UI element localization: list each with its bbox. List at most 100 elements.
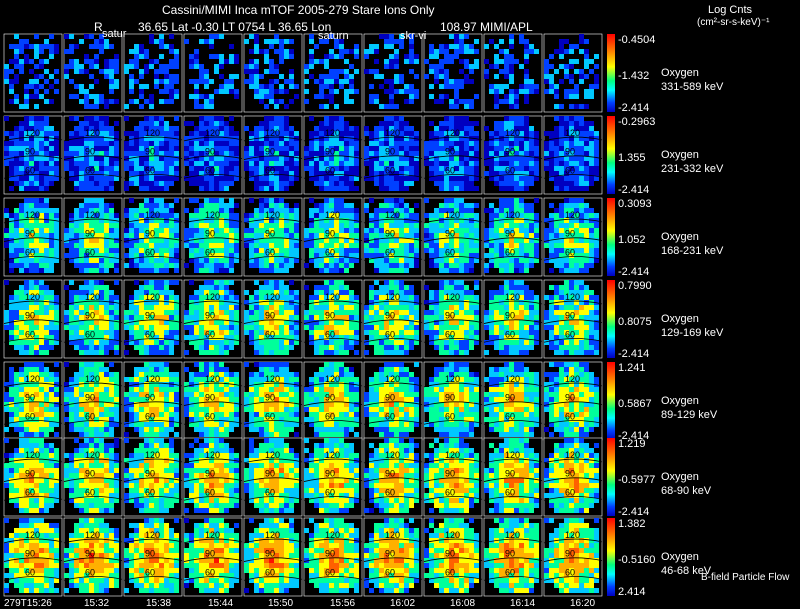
- pitch-angle-label: 60: [445, 165, 455, 175]
- pitch-angle-label: 120: [565, 128, 580, 138]
- pitch-angle-contour: [243, 256, 303, 261]
- pitch-angle-contour: [543, 136, 603, 142]
- pitch-angle-label: 90: [325, 469, 335, 479]
- spectrogram-panel: 120 90 60: [123, 115, 183, 195]
- pitch-angle-contour: [303, 256, 363, 261]
- pitch-angle-contour: [423, 382, 483, 388]
- pitch-angle-label: 90: [25, 229, 35, 239]
- pitch-angle-label: 120: [205, 530, 220, 540]
- pitch-angle-label: 60: [385, 247, 395, 257]
- pitch-angle-label: 90: [25, 469, 35, 479]
- pitch-angle-contour: [63, 136, 123, 142]
- pitch-angle-contour: [543, 496, 603, 501]
- pitch-angle-label: 120: [505, 128, 520, 138]
- pitch-angle-label: 120: [325, 210, 340, 220]
- units-title: Log Cnts: [708, 4, 753, 16]
- pitch-angle-contour: [423, 256, 483, 261]
- pitch-angle-contour: [243, 237, 303, 242]
- pitch-angle-contour: [3, 218, 63, 224]
- pitch-angle-contour: [243, 319, 303, 324]
- pitch-angle-label: 60: [25, 487, 35, 497]
- pitch-angle-label: 60: [145, 329, 155, 339]
- pitch-angle-label: 120: [25, 292, 40, 302]
- pitch-angle-contour: [363, 300, 423, 306]
- colorbar-mid: 0.8075: [618, 316, 652, 328]
- pitch-angle-label: 60: [445, 329, 455, 339]
- spectrogram-panel: 120 90 60: [423, 197, 483, 277]
- pitch-angle-contour: [63, 319, 123, 324]
- pitch-angle-label: 90: [565, 147, 575, 157]
- species-label: Oxygen: [661, 313, 699, 325]
- pitch-angle-label: 90: [565, 311, 575, 321]
- pitch-angle-label: 120: [325, 374, 340, 384]
- pitch-angle-label: 120: [265, 292, 280, 302]
- spectrogram-panel: 120 90 60: [123, 361, 183, 441]
- pitch-angle-label: 120: [265, 128, 280, 138]
- pitch-angle-label: 60: [205, 411, 215, 421]
- pitch-angle-label: 60: [505, 247, 515, 257]
- pitch-angle-label: 90: [145, 311, 155, 321]
- pitch-angle-contour: [3, 420, 63, 425]
- spectrogram-panel: [363, 33, 423, 113]
- pitch-angle-contour: [243, 338, 303, 343]
- pitch-angle-label: 60: [85, 247, 95, 257]
- pitch-angle-label: 60: [265, 329, 275, 339]
- pitch-angle-contour: [3, 557, 63, 562]
- pitch-angle-contour: [543, 218, 603, 224]
- pitch-angle-contour: [363, 237, 423, 242]
- colorbar-mid: 1.355: [618, 152, 646, 164]
- spectrogram-panel: 120 90 60: [363, 437, 423, 517]
- pitch-angle-label: 60: [385, 487, 395, 497]
- pitch-angle-contour: [3, 477, 63, 482]
- pitch-angle-contour: [423, 338, 483, 343]
- pitch-angle-contour: [123, 538, 183, 544]
- pitch-angle-contour: [483, 382, 543, 388]
- pitch-angle-label: 120: [565, 210, 580, 220]
- spectrogram-panel: 120 90 60: [123, 437, 183, 517]
- spectrogram-panel: 120 90 60: [303, 437, 363, 517]
- pitch-angle-contour: [303, 338, 363, 343]
- pitch-angle-label: 90: [505, 311, 515, 321]
- pitch-angle-contour: [483, 458, 543, 464]
- pitch-angle-label: 90: [565, 549, 575, 559]
- pitch-angle-label: 60: [25, 165, 35, 175]
- pitch-angle-label: 60: [505, 487, 515, 497]
- pitch-angle-label: 90: [25, 147, 35, 157]
- pitch-angle-label: 90: [205, 147, 215, 157]
- pitch-angle-contour: [483, 557, 543, 562]
- species-label: Oxygen: [661, 551, 699, 563]
- pitch-angle-label: 120: [505, 210, 520, 220]
- pitch-angle-label: 60: [145, 567, 155, 577]
- pitch-angle-contour: [303, 420, 363, 425]
- pitch-angle-label: 90: [505, 469, 515, 479]
- pitch-angle-contour: [303, 382, 363, 388]
- pitch-angle-label: 60: [205, 567, 215, 577]
- pitch-angle-label: 120: [445, 292, 460, 302]
- spectrogram-panel: [543, 33, 603, 113]
- pitch-angle-contour: [423, 174, 483, 179]
- species-label: Oxygen: [661, 395, 699, 407]
- species-label: Oxygen: [661, 149, 699, 161]
- spectrogram-panel: 120 90 60: [303, 517, 363, 597]
- spectrogram-panel: 120 90 60: [303, 197, 363, 277]
- spectrogram-panel: 120 90 60: [543, 279, 603, 359]
- spectrogram-panel: 120 90 60: [303, 115, 363, 195]
- pitch-angle-contour: [363, 538, 423, 544]
- pitch-angle-label: 120: [385, 210, 400, 220]
- time-label: 16:14: [510, 598, 536, 609]
- pitch-angle-label: 90: [145, 549, 155, 559]
- pitch-angle-label: 120: [505, 374, 520, 384]
- spectrogram-panel: 120 90 60: [63, 361, 123, 441]
- pitch-angle-contour: [183, 477, 243, 482]
- pitch-angle-contour: [63, 237, 123, 242]
- spectrogram-panel: 120 90 60: [543, 197, 603, 277]
- colorbar-min: -2.414: [618, 506, 650, 518]
- pitch-angle-contour: [243, 136, 303, 142]
- pitch-angle-contour: [3, 538, 63, 544]
- pitch-angle-label: 120: [505, 530, 520, 540]
- pitch-angle-label: 120: [145, 210, 160, 220]
- pitch-angle-label: 60: [325, 247, 335, 257]
- pitch-angle-contour: [123, 477, 183, 482]
- pitch-angle-label: 90: [205, 549, 215, 559]
- pitch-angle-contour: [363, 477, 423, 482]
